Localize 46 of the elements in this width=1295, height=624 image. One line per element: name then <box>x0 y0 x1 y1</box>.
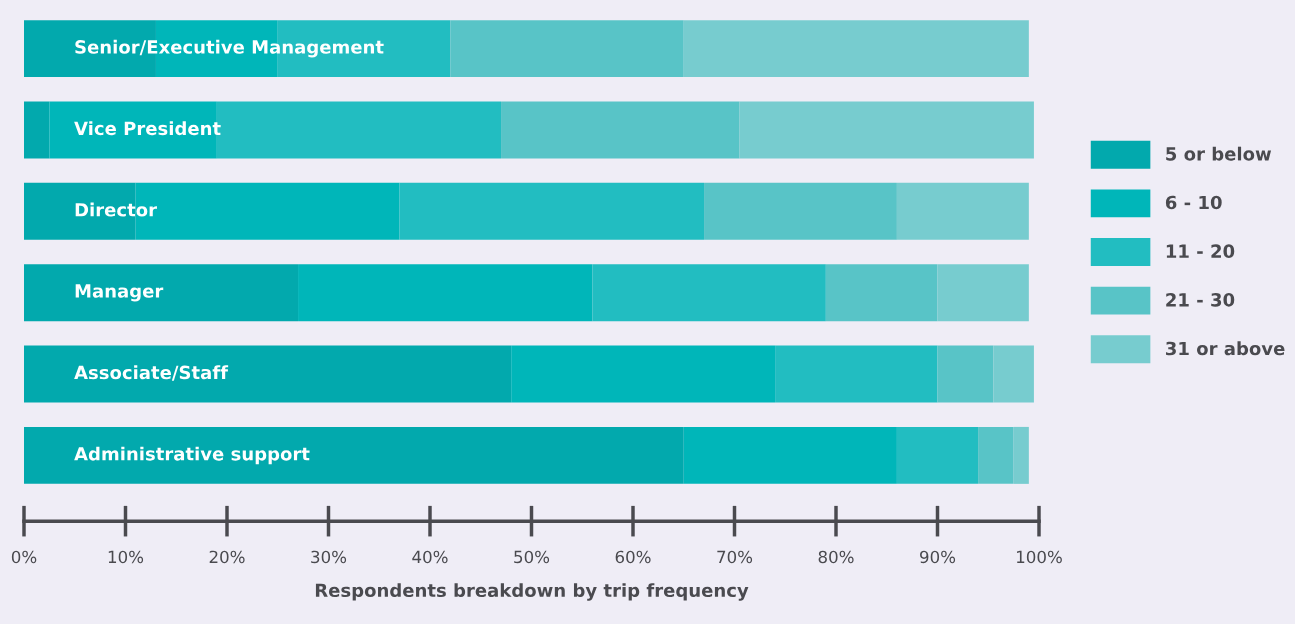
bar <box>825 264 938 322</box>
y-tick-label: Vice President <box>74 121 221 136</box>
bar <box>450 20 684 78</box>
bar <box>937 264 1029 322</box>
bar <box>1013 426 1029 484</box>
legend-label: 5 or below <box>1166 146 1272 161</box>
x-tick-label: 70% <box>717 550 753 564</box>
y-tick-label: Associate/Staff <box>74 365 229 381</box>
bar <box>978 426 1014 484</box>
y-tick-label: Senior/Executive Management <box>75 39 384 58</box>
x-axis-title: Respondents breakdown by trip frequency <box>315 583 749 601</box>
bar <box>592 264 826 322</box>
bar <box>24 426 684 484</box>
bar <box>683 426 897 484</box>
y-tick-label: Director <box>75 202 157 217</box>
x-tick-label: 100% <box>1017 550 1062 564</box>
bar <box>937 345 994 403</box>
bar <box>399 182 705 240</box>
x-tick-label: 40% <box>412 550 448 564</box>
x-tick-label: 60% <box>615 550 651 564</box>
bar <box>298 264 593 322</box>
y-tick-label: Administrative support <box>74 446 310 465</box>
bar <box>704 182 897 240</box>
x-tick-label: 0% <box>11 550 37 564</box>
bar <box>24 264 299 322</box>
x-tick-label: 10% <box>108 550 144 564</box>
bar <box>739 101 1034 159</box>
bar <box>896 426 979 484</box>
y-tick-label: Manager <box>75 284 164 302</box>
bar <box>511 345 776 403</box>
bar <box>501 101 740 159</box>
x-tick-label: 50% <box>514 550 550 564</box>
x-tick-label: 20% <box>209 550 245 564</box>
legend-label: 11 - 20 <box>1166 244 1235 258</box>
legend-label: 21 - 30 <box>1166 292 1235 307</box>
bar <box>775 345 938 403</box>
legend-label: 31 or above <box>1166 341 1285 356</box>
legend-label: 6 - 10 <box>1165 195 1222 210</box>
bar <box>993 345 1034 403</box>
x-tick-label: 80% <box>818 550 854 564</box>
bar <box>683 20 1029 78</box>
bar <box>24 345 512 403</box>
bar <box>896 182 1029 240</box>
x-tick-label: 90% <box>920 550 956 564</box>
x-tick-label: 30% <box>311 550 347 564</box>
bar <box>24 101 50 159</box>
